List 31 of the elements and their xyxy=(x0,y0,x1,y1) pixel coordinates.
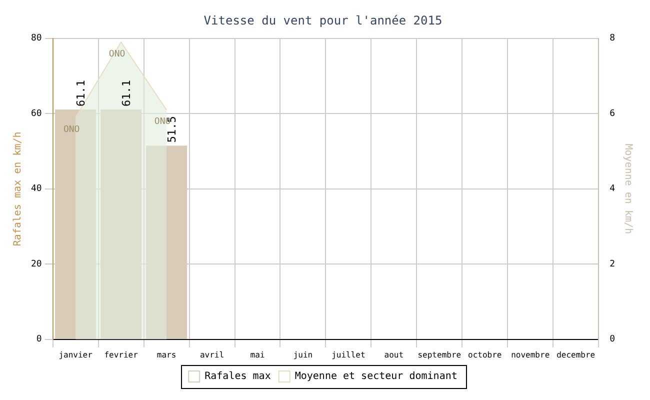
y2-tick-label: 2 xyxy=(610,259,616,270)
x-tick-label: aout xyxy=(384,350,404,360)
x-tick-label: fevrier xyxy=(104,350,138,360)
annotation: ONO xyxy=(63,124,80,135)
y2-axis-title: Moyenne en km/h xyxy=(622,144,634,234)
y2-tick-label: 4 xyxy=(610,184,616,194)
y-tick-label: 20 xyxy=(30,259,42,270)
legend-label: Rafales max xyxy=(204,371,271,382)
y-tick-label: 0 xyxy=(36,334,42,345)
y-tick-label: 80 xyxy=(30,34,42,44)
annotation: ONO xyxy=(108,50,126,60)
y-tick-label: 60 xyxy=(30,108,42,119)
data-label: 61.1 xyxy=(120,80,133,107)
x-tick-label: decembre xyxy=(556,350,596,360)
y2-tick-label: 0 xyxy=(610,334,616,345)
chart-title: Vitesse du vent pour l'année 2015 xyxy=(204,13,442,28)
legend-label: Moyenne et secteur dominant xyxy=(294,371,458,382)
x-tick-label: avril xyxy=(200,350,224,360)
x-tick-label: novembre xyxy=(511,350,550,360)
x-tick-label: juillet xyxy=(332,350,366,360)
x-tick-label: mars xyxy=(156,350,176,360)
data-label: 61.1 xyxy=(74,80,88,107)
y-tick-label: 40 xyxy=(30,184,42,194)
x-tick-label: juin xyxy=(293,350,313,360)
y-axis-title: Rafales max en km/h xyxy=(12,132,24,246)
x-tick-label: mai xyxy=(250,350,265,360)
x-tick-label: septembre xyxy=(418,350,462,360)
x-tick-label: janvier xyxy=(58,350,93,360)
y2-tick-label: 8 xyxy=(610,34,616,44)
y2-tick-label: 6 xyxy=(610,108,616,119)
x-tick-label: octobre xyxy=(468,350,502,360)
